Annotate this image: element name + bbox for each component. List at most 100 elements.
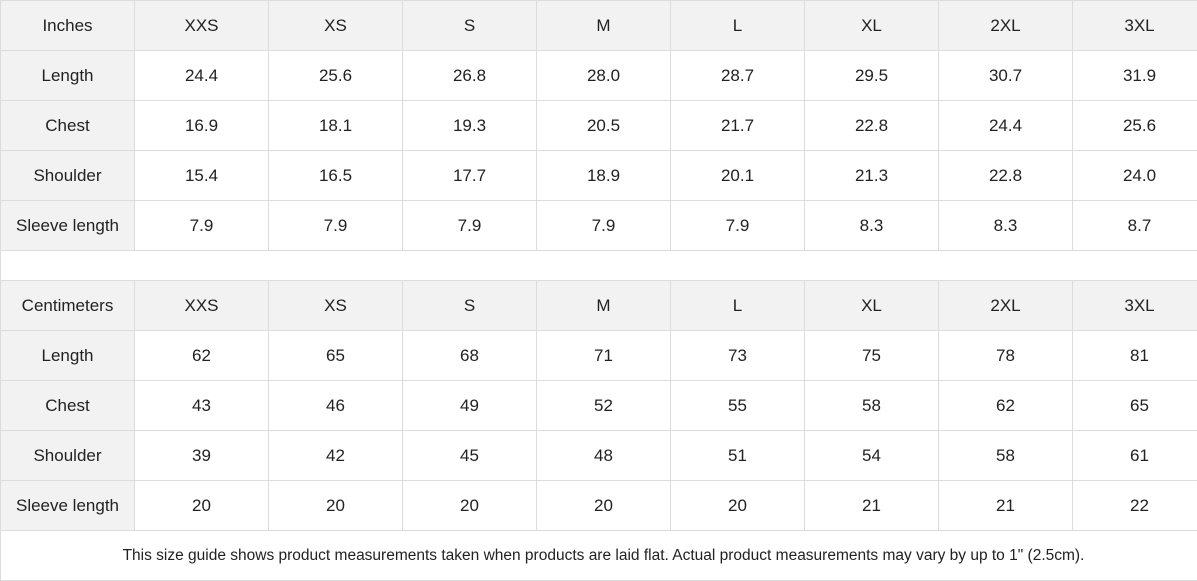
spacer-row: [1, 251, 1197, 281]
size-header: 2XL: [939, 281, 1073, 331]
measurement-value: 48: [537, 431, 671, 481]
measurement-value: 22: [1073, 481, 1197, 531]
measurement-value: 16.5: [269, 151, 403, 201]
measurement-value: 20: [537, 481, 671, 531]
measurement-value: 17.7: [403, 151, 537, 201]
unit-header: Inches: [1, 1, 135, 51]
measurement-value: 28.0: [537, 51, 671, 101]
measurement-label: Sleeve length: [1, 481, 135, 531]
measurement-value: 7.9: [269, 201, 403, 251]
measurement-value: 65: [269, 331, 403, 381]
measurement-value: 58: [939, 431, 1073, 481]
size-header: XS: [269, 1, 403, 51]
measurement-value: 71: [537, 331, 671, 381]
measurement-value: 65: [1073, 381, 1197, 431]
measurement-value: 7.9: [537, 201, 671, 251]
measurement-label: Chest: [1, 381, 135, 431]
measurement-value: 62: [135, 331, 269, 381]
measurement-value: 49: [403, 381, 537, 431]
measurement-value: 78: [939, 331, 1073, 381]
spacer-cell: [1, 251, 1197, 281]
size-header: 3XL: [1073, 1, 1197, 51]
measurement-value: 68: [403, 331, 537, 381]
unit-header: Centimeters: [1, 281, 135, 331]
measurement-value: 45: [403, 431, 537, 481]
measurement-value: 43: [135, 381, 269, 431]
measurement-value: 20: [269, 481, 403, 531]
measurement-value: 28.7: [671, 51, 805, 101]
size-header: 2XL: [939, 1, 1073, 51]
size-header: S: [403, 1, 537, 51]
measurement-value: 20: [671, 481, 805, 531]
measurement-value: 73: [671, 331, 805, 381]
size-header: M: [537, 281, 671, 331]
measurement-value: 61: [1073, 431, 1197, 481]
measurement-value: 7.9: [135, 201, 269, 251]
measurement-label: Sleeve length: [1, 201, 135, 251]
measurement-value: 8.3: [939, 201, 1073, 251]
measurement-value: 75: [805, 331, 939, 381]
note-row: This size guide shows product measuremen…: [1, 531, 1197, 581]
size-header: XXS: [135, 1, 269, 51]
measurement-value: 22.8: [805, 101, 939, 151]
measurement-note: This size guide shows product measuremen…: [1, 531, 1197, 581]
measurement-value: 7.9: [671, 201, 805, 251]
measurement-value: 29.5: [805, 51, 939, 101]
size-header: 3XL: [1073, 281, 1197, 331]
measurement-value: 58: [805, 381, 939, 431]
measurement-value: 26.8: [403, 51, 537, 101]
measurement-value: 30.7: [939, 51, 1073, 101]
measurement-value: 20.1: [671, 151, 805, 201]
measurement-value: 8.3: [805, 201, 939, 251]
measurement-value: 20: [135, 481, 269, 531]
measurement-value: 15.4: [135, 151, 269, 201]
size-header: L: [671, 281, 805, 331]
measurement-value: 8.7: [1073, 201, 1197, 251]
measurement-label: Length: [1, 331, 135, 381]
measurement-value: 20.5: [537, 101, 671, 151]
measurement-value: 22.8: [939, 151, 1073, 201]
measurement-value: 7.9: [403, 201, 537, 251]
measurement-value: 31.9: [1073, 51, 1197, 101]
size-header: XL: [805, 281, 939, 331]
measurement-value: 54: [805, 431, 939, 481]
size-header: S: [403, 281, 537, 331]
measurement-value: 21: [939, 481, 1073, 531]
measurement-value: 18.1: [269, 101, 403, 151]
measurement-value: 39: [135, 431, 269, 481]
measurement-value: 55: [671, 381, 805, 431]
measurement-value: 24.0: [1073, 151, 1197, 201]
measurement-value: 25.6: [1073, 101, 1197, 151]
size-header: L: [671, 1, 805, 51]
measurement-value: 16.9: [135, 101, 269, 151]
measurement-value: 81: [1073, 331, 1197, 381]
measurement-value: 42: [269, 431, 403, 481]
size-header: M: [537, 1, 671, 51]
measurement-value: 21.3: [805, 151, 939, 201]
measurement-value: 46: [269, 381, 403, 431]
measurement-label: Shoulder: [1, 151, 135, 201]
measurement-value: 25.6: [269, 51, 403, 101]
measurement-value: 62: [939, 381, 1073, 431]
measurement-value: 20: [403, 481, 537, 531]
measurement-value: 21.7: [671, 101, 805, 151]
measurement-value: 21: [805, 481, 939, 531]
measurement-value: 24.4: [135, 51, 269, 101]
measurement-value: 51: [671, 431, 805, 481]
measurement-value: 24.4: [939, 101, 1073, 151]
measurement-value: 52: [537, 381, 671, 431]
size-header: XXS: [135, 281, 269, 331]
measurement-value: 18.9: [537, 151, 671, 201]
measurement-label: Shoulder: [1, 431, 135, 481]
